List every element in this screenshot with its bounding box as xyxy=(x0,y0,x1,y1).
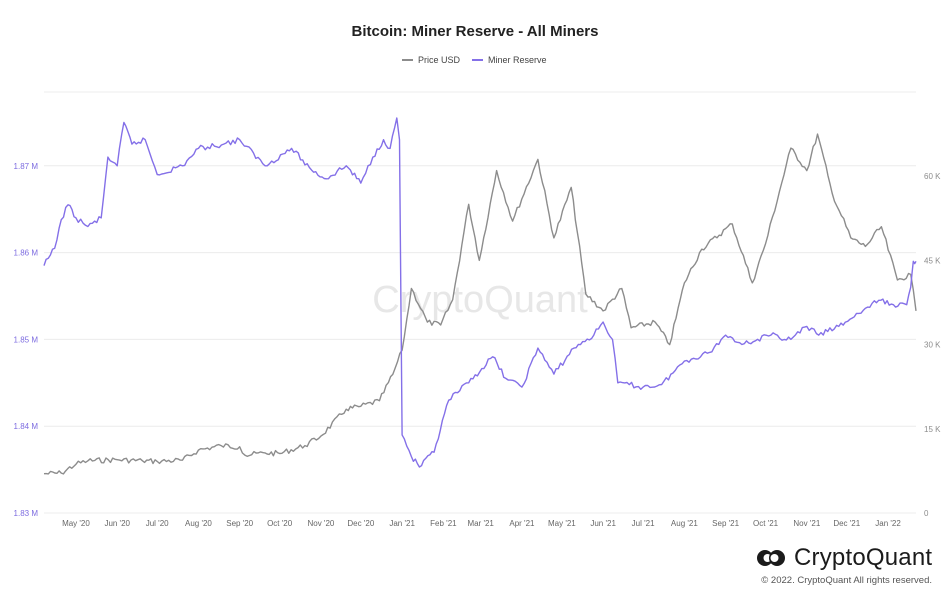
series-layer xyxy=(43,117,917,475)
x-tick-label: Jul '21 xyxy=(632,519,655,528)
x-tick-label: May '21 xyxy=(548,519,576,528)
x-axis: May '20 Jun '20 Jul '20 Aug '20 Sep '20 Oct '… xyxy=(62,519,901,528)
gridlines xyxy=(44,91,916,514)
x-tick-label: Jul '20 xyxy=(146,519,169,528)
brand-name: CryptoQuant xyxy=(794,544,933,571)
x-tick-label: Nov '21 xyxy=(793,519,820,528)
x-tick-label: Dec '21 xyxy=(833,519,860,528)
x-tick-label: Jan '21 xyxy=(389,519,415,528)
y-left-tick-label: 1.86 M xyxy=(14,249,39,258)
y-right-tick-label: 15 K xyxy=(924,425,941,434)
y-right-tick-label: 30 K xyxy=(924,341,941,350)
watermark: CryptoQuant xyxy=(372,279,588,321)
legend: Price USD Miner Reserve xyxy=(402,55,547,65)
x-tick-label: Aug '20 xyxy=(185,519,212,528)
x-tick-label: Dec '20 xyxy=(347,519,374,528)
y-left-tick-label: 1.84 M xyxy=(14,422,39,431)
y-right-tick-label: 0 xyxy=(924,509,929,518)
x-tick-label: Sep '20 xyxy=(226,519,253,528)
y-left-tick-label: 1.87 M xyxy=(14,162,39,171)
cryptoquant-logo-icon xyxy=(757,550,785,566)
x-tick-label: May '20 xyxy=(62,519,90,528)
y-axis-right: 0 15 K 30 K 45 K 60 K xyxy=(924,172,941,518)
y-left-tick-label: 1.85 M xyxy=(14,335,39,344)
x-tick-label: Oct '20 xyxy=(267,519,293,528)
chart-title: Bitcoin: Miner Reserve - All Miners xyxy=(351,23,598,40)
y-right-tick-label: 60 K xyxy=(924,172,941,181)
miner-reserve-line xyxy=(43,117,917,468)
x-tick-label: Sep '21 xyxy=(712,519,739,528)
x-tick-label: Feb '21 xyxy=(430,519,457,528)
y-left-tick-label: 1.83 M xyxy=(14,509,39,518)
legend-label-reserve: Miner Reserve xyxy=(488,55,547,65)
x-tick-label: Aug '21 xyxy=(671,519,698,528)
price-usd-line xyxy=(43,133,917,475)
y-axis-left: 1.83 M 1.84 M 1.85 M 1.86 M 1.87 M xyxy=(14,162,39,518)
x-tick-label: Mar '21 xyxy=(467,519,494,528)
x-tick-label: Nov '20 xyxy=(307,519,334,528)
x-tick-label: Jun '20 xyxy=(104,519,130,528)
x-tick-label: Apr '21 xyxy=(509,519,535,528)
x-tick-label: Jun '21 xyxy=(590,519,616,528)
x-tick-label: Jan '22 xyxy=(875,519,901,528)
brand: CryptoQuant xyxy=(756,544,932,572)
y-right-tick-label: 45 K xyxy=(924,256,941,265)
legend-label-price: Price USD xyxy=(418,55,461,65)
copyright: © 2022. CryptoQuant All rights reserved. xyxy=(761,575,932,586)
x-tick-label: Oct '21 xyxy=(753,519,779,528)
